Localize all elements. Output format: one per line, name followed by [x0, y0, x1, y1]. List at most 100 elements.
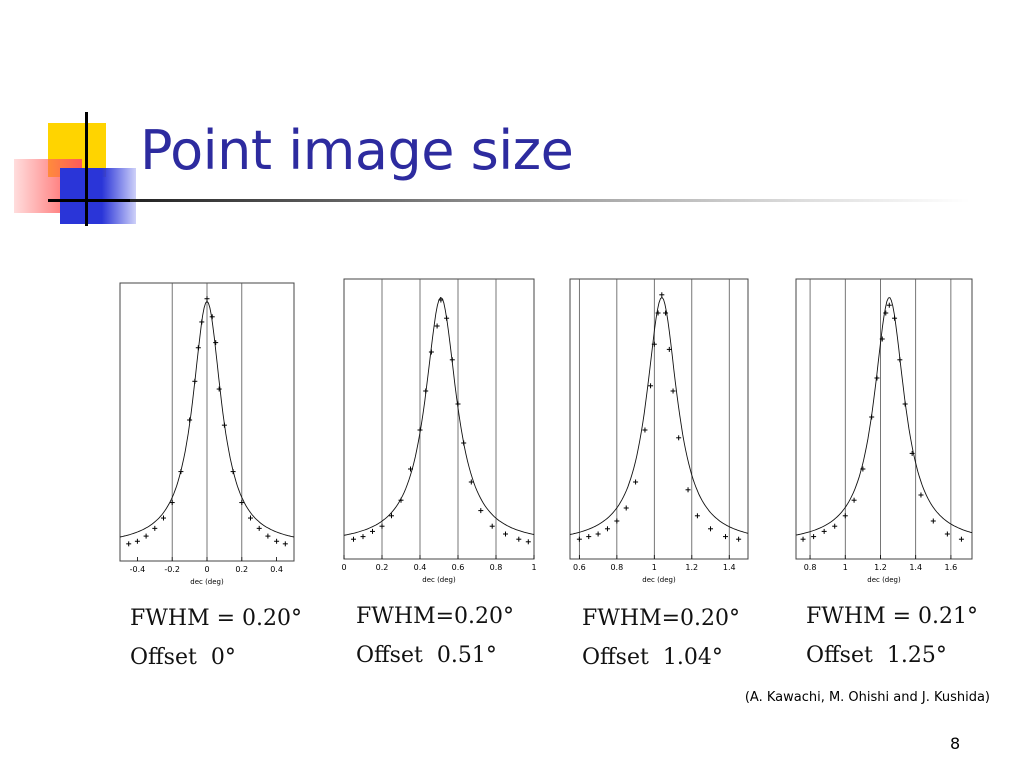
data-point: [648, 383, 654, 389]
offset-value: 1.25°: [886, 643, 947, 668]
chart-panel-2: 0 0.2 0.4 0.6 0.8 1 dec (deg): [341, 278, 537, 584]
fit-curve: [795, 297, 973, 536]
data-point: [248, 515, 253, 521]
data-point: [282, 541, 288, 547]
data-point: [723, 534, 729, 540]
data-point: [944, 531, 950, 537]
x-axis-label: dec (deg): [642, 576, 676, 584]
x-tick-label: 0.2: [235, 565, 248, 574]
title-underline-dark: [48, 199, 168, 202]
data-point: [134, 538, 140, 544]
data-point: [860, 466, 866, 472]
x-tick-label: 0.4: [270, 565, 283, 574]
data-point: [489, 523, 495, 529]
data-point: [663, 310, 669, 316]
data-point: [800, 536, 806, 542]
data-point: [455, 401, 461, 407]
data-point: [666, 346, 672, 352]
data-point: [221, 422, 227, 428]
data-point: [659, 292, 665, 298]
data-point: [428, 349, 434, 355]
x-axis-label: dec (deg): [422, 576, 456, 584]
x-tick-label: 0.8: [490, 563, 503, 572]
data-point: [623, 505, 629, 511]
x-axis-label: dec (deg): [190, 578, 224, 586]
data-point: [595, 531, 601, 537]
data-point: [478, 508, 484, 514]
data-point: [126, 541, 132, 547]
x-tick-label: 1.2: [685, 563, 698, 572]
offset-value: 0°: [210, 645, 236, 670]
data-point: [417, 427, 423, 433]
offset-line: Offset 0.51°: [356, 643, 514, 668]
data-point: [821, 528, 827, 534]
data-point: [811, 534, 817, 540]
offset-line: Offset 1.04°: [582, 645, 740, 670]
data-point: [449, 357, 455, 363]
offset-value: 1.04°: [662, 645, 723, 670]
data-point: [503, 531, 508, 537]
fwhm-label: FWHM = 0.21°: [806, 604, 978, 629]
offset-value: 0.51°: [436, 643, 497, 668]
x-tick-label: 0.2: [376, 563, 389, 572]
plot-frame: [569, 278, 749, 560]
data-point: [143, 533, 149, 539]
data-point: [398, 497, 404, 503]
data-point: [874, 375, 880, 381]
data-point: [851, 497, 857, 503]
data-point: [694, 513, 700, 519]
data-point: [408, 466, 413, 472]
data-point: [879, 336, 885, 342]
data-point: [213, 340, 219, 346]
data-point: [897, 357, 903, 363]
x-tick-label: 0.6: [573, 563, 586, 572]
offset-label: Offset: [582, 645, 649, 670]
x-tick-label: 1: [652, 563, 657, 572]
data-point: [438, 297, 444, 303]
data-point: [444, 315, 450, 321]
page-number: 8: [950, 734, 961, 753]
data-point: [958, 536, 964, 542]
data-point: [892, 315, 898, 321]
data-point: [216, 386, 222, 392]
data-point: [586, 534, 592, 540]
data-point: [351, 536, 356, 542]
data-point: [161, 515, 166, 521]
fwhm-label: FWHM=0.20°: [356, 604, 515, 629]
data-point: [169, 500, 175, 506]
data-point: [152, 525, 158, 531]
data-point: [886, 302, 892, 308]
plot-frame: [795, 278, 973, 560]
data-point: [199, 319, 205, 325]
blue-square-decoration: [60, 168, 136, 224]
chart-panel-1: -0.4 -0.2 0 0.2 0.4 dec (deg): [119, 282, 295, 586]
data-point: [842, 513, 848, 519]
chart-panel-3: 0.6 0.8 1 1.2 1.4 dec (deg): [569, 278, 749, 584]
x-axis-label: dec (deg): [867, 576, 901, 584]
fwhm-label: FWHM=0.20°: [582, 606, 741, 631]
data-point: [869, 414, 875, 420]
data-point: [204, 296, 210, 302]
credit-line: (A. Kawachi, M. Ohishi and J. Kushida): [744, 690, 990, 705]
slide-title: Point image size: [140, 119, 574, 182]
data-point: [883, 310, 889, 316]
data-point: [209, 314, 215, 320]
x-tick-label: 1: [531, 563, 536, 572]
data-point: [676, 435, 682, 441]
data-point: [239, 500, 245, 506]
fit-curve: [119, 300, 295, 538]
x-tick-label: 1: [843, 563, 848, 572]
data-point: [604, 526, 610, 532]
x-tick-label: 1.2: [874, 563, 887, 572]
data-point: [633, 479, 639, 485]
data-point: [265, 533, 271, 539]
x-tick-label: 0: [204, 565, 209, 574]
x-tick-label: -0.4: [130, 565, 146, 574]
data-point: [708, 526, 714, 532]
caption-2: FWHM=0.20° Offset 0.51°: [356, 604, 514, 668]
fit-curve: [569, 296, 749, 535]
x-tick-label: 0.4: [414, 563, 427, 572]
offset-label: Offset: [130, 645, 197, 670]
chart-panel-4: 0.8 1 1.2 1.4 1.6 dec (deg): [795, 278, 973, 584]
